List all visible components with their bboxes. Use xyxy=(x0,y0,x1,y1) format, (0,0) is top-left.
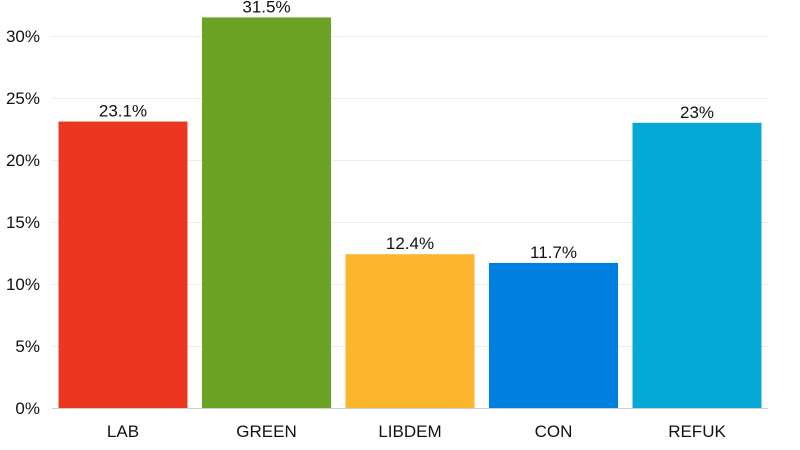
x-category-label-lab: LAB xyxy=(107,422,139,441)
y-tick-label: 10% xyxy=(6,275,40,294)
y-tick-label: 0% xyxy=(15,399,40,418)
data-label-refuk: 23% xyxy=(680,103,714,122)
data-label-libdem: 12.4% xyxy=(386,234,434,253)
data-label-lab: 23.1% xyxy=(99,102,147,121)
y-axis-ticks: 0% 5% 10% 15% 20% 25% 30% xyxy=(6,27,40,418)
data-labels: 23.1% 31.5% 12.4% 11.7% 23% xyxy=(99,0,714,262)
y-tick-label: 15% xyxy=(6,213,40,232)
bars xyxy=(58,17,762,409)
x-category-label-con: CON xyxy=(535,422,573,441)
y-tick-label: 30% xyxy=(6,27,40,46)
x-category-label-refuk: REFUK xyxy=(668,422,726,441)
y-tick-label: 25% xyxy=(6,89,40,108)
bar-refuk xyxy=(632,122,762,409)
bar-green xyxy=(202,17,331,409)
bar-con xyxy=(489,262,618,408)
bar-lab xyxy=(58,121,188,408)
x-category-label-green: GREEN xyxy=(236,422,296,441)
x-category-label-libdem: LIBDEM xyxy=(378,422,441,441)
y-tick-label: 20% xyxy=(6,151,40,170)
y-tick-label: 5% xyxy=(15,337,40,356)
x-axis-categories: LAB GREEN LIBDEM CON REFUK xyxy=(107,422,727,441)
data-label-green: 31.5% xyxy=(242,0,290,16)
bar-libdem xyxy=(345,254,475,408)
data-label-con: 11.7% xyxy=(530,243,577,262)
